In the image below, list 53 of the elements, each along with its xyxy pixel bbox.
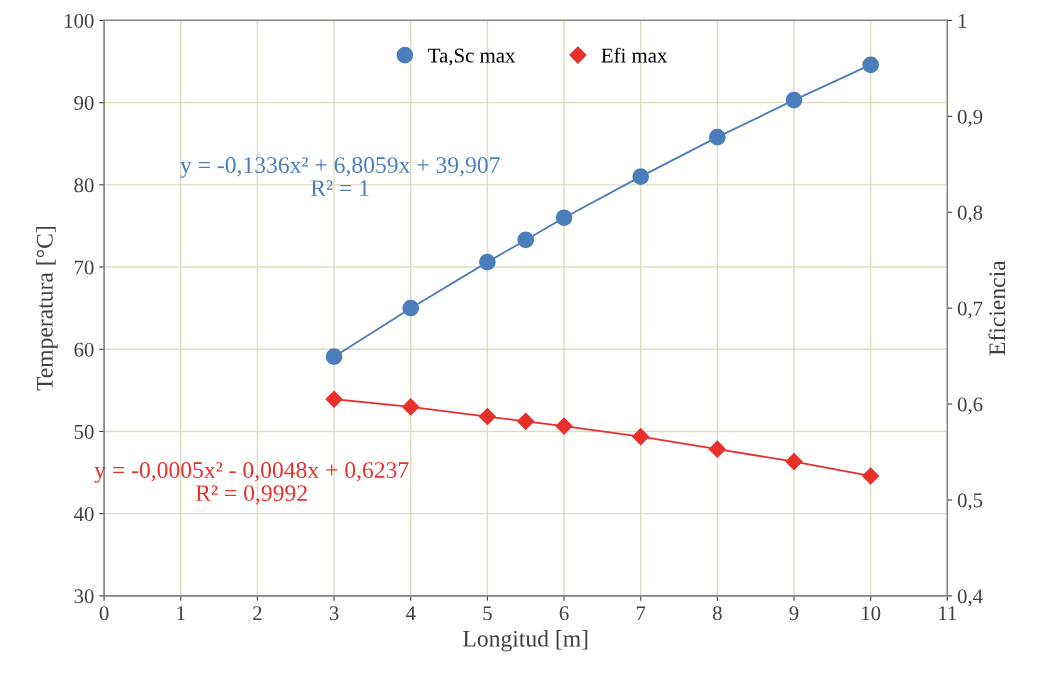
annotation: R² = 0,9992	[195, 485, 307, 505]
point	[632, 168, 650, 185]
x-tick-label: 10	[862, 606, 881, 621]
x-tick-label: 1	[177, 606, 185, 621]
y-tick-label: 50	[74, 424, 94, 439]
point	[862, 56, 879, 74]
point	[478, 407, 496, 426]
point	[632, 428, 650, 446]
annotation: R² = 1	[311, 180, 369, 196]
y-tick-label: 70	[74, 260, 94, 275]
y2-tick-label: 0,9	[957, 109, 983, 127]
x-tick-label: 8	[712, 606, 722, 621]
y2-tick-label: 0,5	[957, 493, 983, 511]
x-tick-label: 11	[939, 606, 957, 621]
point	[785, 453, 803, 471]
y2-tick-label: 0,7	[957, 301, 983, 319]
point	[517, 412, 535, 430]
y-tick-label: 90	[74, 96, 94, 111]
x-tick-label: 5	[483, 606, 492, 621]
point	[555, 209, 573, 227]
x-tick-label: 2	[253, 606, 262, 621]
point	[325, 348, 343, 365]
x-tick-label: 9	[789, 606, 799, 621]
point	[709, 128, 726, 146]
point	[517, 231, 535, 249]
x-tick-label: 6	[559, 606, 569, 621]
point	[555, 417, 573, 435]
y2-tick-label: 0,8	[957, 205, 983, 223]
y-tick-label: 30	[74, 589, 94, 604]
y2-tick-label: 0,6	[957, 397, 983, 415]
y-tick-label: 80	[74, 178, 94, 193]
y2-tick-label: 0,4	[957, 589, 983, 607]
x-tick-label: 3	[329, 606, 339, 621]
point	[708, 440, 726, 458]
y-axis-title: Temperatura [°C]	[36, 227, 58, 391]
point	[325, 390, 343, 408]
y-tick-label: 40	[73, 507, 94, 522]
y-tick-label: 60	[74, 342, 94, 357]
point	[402, 398, 420, 416]
point	[862, 467, 880, 485]
legend-label: Efi max	[601, 47, 668, 63]
x-tick-label: 4	[405, 606, 416, 621]
x-tick-label: 0	[99, 606, 109, 621]
x-axis-title: Longitud [m]	[463, 630, 588, 652]
y-tick-label: 100	[64, 13, 94, 28]
x-tick-label: 7	[636, 606, 646, 621]
y2-axis-title: Eficiencia	[988, 260, 1006, 356]
point	[402, 299, 420, 317]
legend-label: Ta,Sc max	[428, 48, 516, 66]
annotation: y = -0,1336x² + 6,8059x + 39,907	[180, 157, 500, 178]
y2-tick-label: 1	[958, 13, 967, 28]
point	[479, 253, 496, 271]
point	[785, 91, 803, 109]
